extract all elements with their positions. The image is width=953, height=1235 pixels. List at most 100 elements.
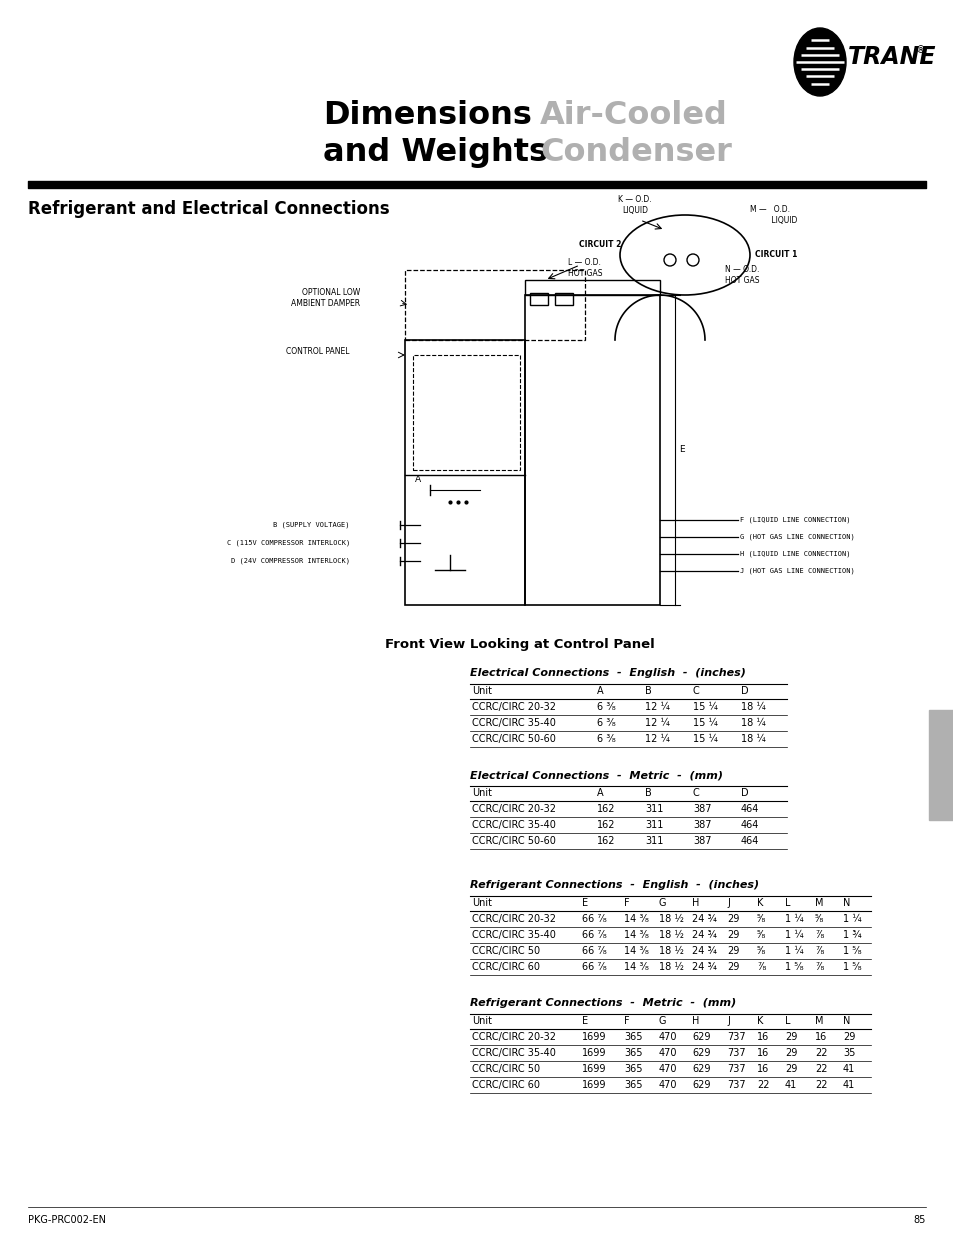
Text: Unit: Unit — [472, 685, 492, 697]
Text: K: K — [757, 1016, 762, 1026]
Text: 1 ¼: 1 ¼ — [842, 914, 861, 924]
Text: CCRC/CIRC 35-40: CCRC/CIRC 35-40 — [472, 718, 556, 727]
Text: ⁷⁄₈: ⁷⁄₈ — [814, 962, 823, 972]
Text: 14 ³⁄₈: 14 ³⁄₈ — [623, 914, 648, 924]
Text: 464: 464 — [740, 804, 759, 814]
Text: 737: 737 — [726, 1049, 745, 1058]
Text: Refrigerant Connections  -  Metric  -  (mm): Refrigerant Connections - Metric - (mm) — [470, 998, 736, 1008]
Text: ⁵⁄₈: ⁵⁄₈ — [757, 930, 765, 940]
Text: M: M — [814, 1016, 822, 1026]
Text: 365: 365 — [623, 1032, 641, 1042]
Text: 162: 162 — [597, 804, 615, 814]
Text: 12 ¼: 12 ¼ — [644, 701, 669, 713]
Text: Unit: Unit — [472, 1016, 492, 1026]
Text: and Weights: and Weights — [323, 137, 547, 168]
Text: A: A — [597, 685, 603, 697]
Text: 1699: 1699 — [581, 1079, 606, 1091]
Text: 6 ³⁄₈: 6 ³⁄₈ — [597, 718, 615, 727]
Text: 66 ⁷⁄₈: 66 ⁷⁄₈ — [581, 914, 606, 924]
Text: Unit: Unit — [472, 898, 492, 908]
Bar — [530, 293, 547, 305]
Text: 29: 29 — [726, 930, 739, 940]
Text: D: D — [740, 788, 748, 798]
Text: 470: 470 — [659, 1065, 677, 1074]
Text: 24 ¾: 24 ¾ — [691, 930, 717, 940]
Text: G: G — [659, 1016, 666, 1026]
Text: 41: 41 — [842, 1065, 854, 1074]
Text: A: A — [597, 788, 603, 798]
Text: CCRC/CIRC 35-40: CCRC/CIRC 35-40 — [472, 820, 556, 830]
Text: ⁷⁄₈: ⁷⁄₈ — [814, 946, 823, 956]
Text: A: A — [415, 475, 420, 484]
Text: 464: 464 — [740, 820, 759, 830]
Text: 22: 22 — [814, 1049, 826, 1058]
Text: N: N — [842, 898, 849, 908]
Text: 16: 16 — [757, 1049, 768, 1058]
Text: 12 ¼: 12 ¼ — [644, 718, 669, 727]
Text: Refrigerant Connections  -  English  -  (inches): Refrigerant Connections - English - (inc… — [470, 881, 759, 890]
Text: Electrical Connections  -  English  -  (inches): Electrical Connections - English - (inch… — [470, 668, 745, 678]
Text: 1 ¼: 1 ¼ — [784, 914, 803, 924]
Text: 18 ¼: 18 ¼ — [740, 734, 765, 743]
Bar — [405, 340, 524, 605]
Text: H: H — [691, 898, 699, 908]
Text: B: B — [644, 788, 651, 798]
Text: TRANE: TRANE — [847, 44, 936, 69]
Text: 22: 22 — [814, 1065, 826, 1074]
Text: 737: 737 — [726, 1032, 745, 1042]
Text: E: E — [581, 898, 587, 908]
Text: 6 ³⁄₈: 6 ³⁄₈ — [597, 734, 615, 743]
Text: M —   O.D.
         LIQUID: M — O.D. LIQUID — [749, 205, 797, 225]
Text: CCRC/CIRC 35-40: CCRC/CIRC 35-40 — [472, 1049, 556, 1058]
Text: Front View Looking at Control Panel: Front View Looking at Control Panel — [385, 638, 654, 651]
Text: G (HOT GAS LINE CONNECTION): G (HOT GAS LINE CONNECTION) — [740, 534, 854, 540]
Text: 14 ³⁄₈: 14 ³⁄₈ — [623, 962, 648, 972]
Text: 470: 470 — [659, 1032, 677, 1042]
Text: CCRC/CIRC 50-60: CCRC/CIRC 50-60 — [472, 734, 556, 743]
Text: K — O.D.
LIQUID: K — O.D. LIQUID — [618, 195, 651, 215]
Text: 365: 365 — [623, 1049, 641, 1058]
Text: CONTROL PANEL: CONTROL PANEL — [286, 347, 350, 357]
Text: N: N — [842, 1016, 849, 1026]
Text: CCRC/CIRC 20-32: CCRC/CIRC 20-32 — [472, 914, 556, 924]
Bar — [524, 280, 659, 295]
Text: Air-Cooled: Air-Cooled — [539, 100, 727, 131]
Text: 41: 41 — [784, 1079, 797, 1091]
Text: CCRC/CIRC 50: CCRC/CIRC 50 — [472, 946, 539, 956]
Text: CCRC/CIRC 20-32: CCRC/CIRC 20-32 — [472, 804, 556, 814]
Text: CCRC/CIRC 50-60: CCRC/CIRC 50-60 — [472, 836, 556, 846]
Text: CCRC/CIRC 60: CCRC/CIRC 60 — [472, 962, 539, 972]
Text: OPTIONAL LOW
AMBIENT DAMPER: OPTIONAL LOW AMBIENT DAMPER — [291, 288, 359, 308]
Text: L — O.D.
HOT GAS: L — O.D. HOT GAS — [567, 258, 602, 278]
Text: 162: 162 — [597, 836, 615, 846]
Text: 29: 29 — [842, 1032, 855, 1042]
Text: 66 ⁷⁄₈: 66 ⁷⁄₈ — [581, 930, 606, 940]
Text: CCRC/CIRC 50: CCRC/CIRC 50 — [472, 1065, 539, 1074]
Text: 387: 387 — [692, 820, 711, 830]
Text: 387: 387 — [692, 836, 711, 846]
Text: 311: 311 — [644, 820, 662, 830]
Text: 1699: 1699 — [581, 1032, 606, 1042]
Text: 737: 737 — [726, 1065, 745, 1074]
Text: G: G — [659, 898, 666, 908]
Text: 22: 22 — [757, 1079, 769, 1091]
Bar — [413, 354, 519, 471]
Text: Unit: Unit — [472, 788, 492, 798]
Text: H (LIQUID LINE CONNECTION): H (LIQUID LINE CONNECTION) — [740, 551, 850, 557]
Text: 162: 162 — [597, 820, 615, 830]
Text: CCRC/CIRC 20-32: CCRC/CIRC 20-32 — [472, 701, 556, 713]
Text: 66 ⁷⁄₈: 66 ⁷⁄₈ — [581, 946, 606, 956]
Text: 387: 387 — [692, 804, 711, 814]
Text: CCRC/CIRC 60: CCRC/CIRC 60 — [472, 1079, 539, 1091]
Text: 14 ³⁄₈: 14 ³⁄₈ — [623, 946, 648, 956]
Text: 85: 85 — [913, 1215, 925, 1225]
Text: 15 ¼: 15 ¼ — [692, 701, 718, 713]
Text: ⁵⁄₈: ⁵⁄₈ — [757, 946, 765, 956]
Text: 365: 365 — [623, 1065, 641, 1074]
Text: Refrigerant and Electrical Connections: Refrigerant and Electrical Connections — [28, 200, 389, 219]
Text: 35: 35 — [842, 1049, 855, 1058]
Text: 14 ³⁄₈: 14 ³⁄₈ — [623, 930, 648, 940]
Text: F (LIQUID LINE CONNECTION): F (LIQUID LINE CONNECTION) — [740, 516, 850, 524]
Text: D: D — [740, 685, 748, 697]
Text: 41: 41 — [842, 1079, 854, 1091]
